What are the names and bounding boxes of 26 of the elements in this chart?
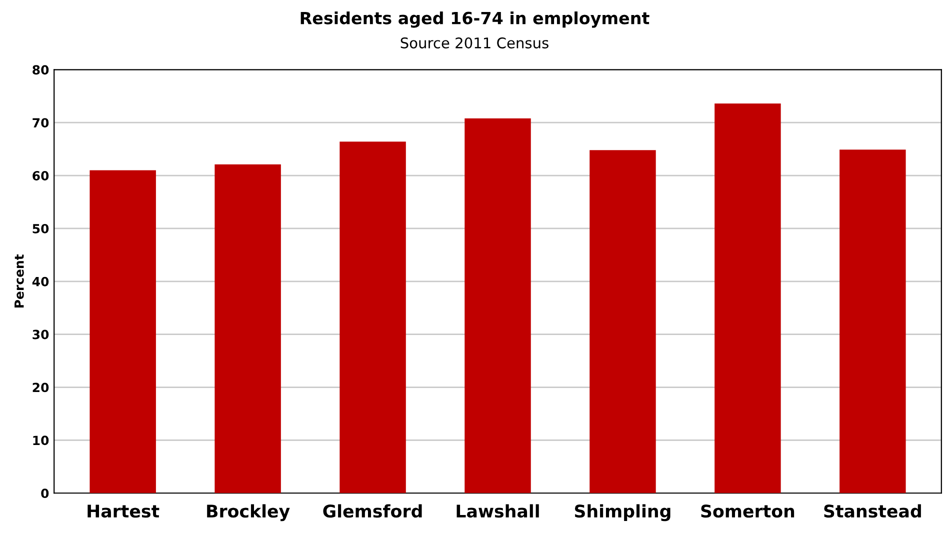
y-tick-label: 80 [32,65,49,75]
x-tick-label: Lawshall [456,504,539,518]
y-tick-label: 70 [32,118,49,128]
bar [340,142,406,494]
y-tick-label: 20 [32,382,49,392]
y-tick-label: 60 [32,171,49,180]
x-tick-label: Somerton [701,504,794,518]
x-tick-label: Stanstead [824,504,921,518]
y-tick-label: 0 [41,488,49,498]
bar [590,150,656,494]
chart-subtitle: Source 2011 Census [400,37,548,48]
bar [90,170,156,494]
bar [464,118,531,494]
y-tick-label: 40 [32,276,49,286]
y-axis-title: Percent [14,254,24,308]
bar [214,164,281,494]
bar [840,150,906,494]
bar [714,104,781,494]
y-tick-label: 10 [33,436,49,446]
y-tick-label: 50 [32,224,49,234]
x-tick-label: Brockley [207,504,290,522]
y-tick-label: 30 [32,330,49,340]
x-tick-label: Glemsford [323,504,422,518]
x-tick-label: Shimpling [574,504,670,522]
chart-title: Residents aged 16-74 in employment [300,11,650,28]
x-tick-label: Hartest [88,504,160,518]
